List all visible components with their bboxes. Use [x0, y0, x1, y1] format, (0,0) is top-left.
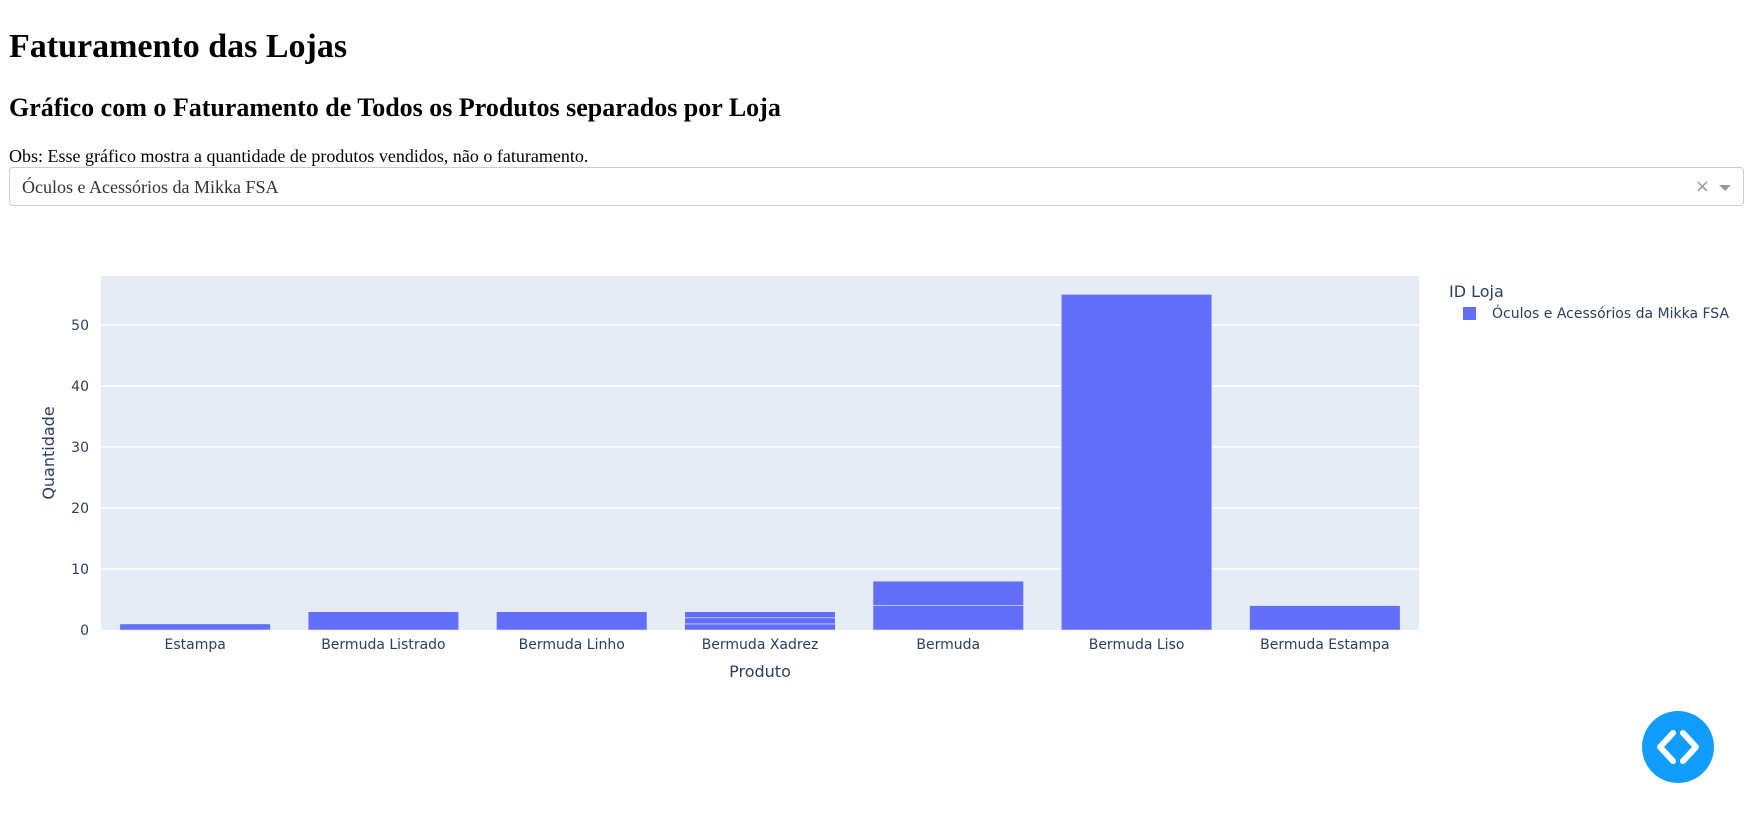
y-tick-label: 30: [71, 440, 89, 456]
legend-title: ID Loja: [1449, 282, 1504, 301]
chart-section-title: Gráfico com o Faturamento de Todos os Pr…: [9, 93, 781, 122]
x-tick-label: Bermuda Liso: [1089, 637, 1185, 653]
bar-chart: 0 10 20 30 40 50 Estampa Bermuda Listrado Bermu…: [39, 276, 1729, 681]
legend-items: Óculos e Acessórios da Mikka FSA: [1463, 304, 1729, 322]
bar[interactable]: [684, 617, 836, 625]
legend: ID Loja Óculos e Acessórios da Mikka FSA: [1449, 282, 1729, 322]
bars: [119, 294, 1401, 631]
x-tick-label: Bermuda Listrado: [321, 637, 445, 653]
bar[interactable]: [307, 611, 460, 631]
page-title: Faturamento das Lojas: [9, 28, 348, 65]
bar[interactable]: [684, 611, 836, 619]
y-tick-label: 50: [71, 318, 89, 334]
bar[interactable]: [1249, 605, 1401, 631]
x-axis-title: Produto: [729, 662, 791, 681]
close-icon[interactable]: ×: [1694, 176, 1710, 197]
x-tick-label: Estampa: [164, 637, 225, 653]
bar[interactable]: [496, 611, 648, 631]
bar[interactable]: [872, 580, 1024, 606]
x-tick-label: Bermuda: [916, 637, 980, 653]
legend-swatch[interactable]: [1463, 307, 1476, 320]
chart-note: Obs: Esse gráfico mostra a quantidade de…: [9, 146, 589, 166]
y-axis-title: Quantidade: [39, 406, 58, 499]
plot-area: [101, 276, 1419, 630]
y-tick-label: 20: [71, 501, 89, 517]
x-tick-label: Bermuda Xadrez: [702, 637, 819, 653]
bar[interactable]: [1060, 294, 1213, 631]
y-tick-label: 0: [80, 623, 89, 639]
legend-item-label[interactable]: Óculos e Acessórios da Mikka FSA: [1492, 304, 1729, 322]
x-tick-label: Bermuda Estampa: [1260, 637, 1389, 653]
store-select-dropdown[interactable]: Óculos e Acessórios da Mikka FSA ×: [9, 167, 1744, 206]
bar[interactable]: [119, 623, 271, 631]
x-axis-ticks: Estampa Bermuda Listrado Bermuda Linho Berm…: [164, 637, 1389, 653]
bar[interactable]: [872, 605, 1024, 631]
devtools-toggle-button[interactable]: [1642, 711, 1714, 783]
y-tick-label: 40: [71, 379, 89, 395]
store-select-value: Óculos e Acessórios da Mikka FSA: [22, 177, 279, 197]
x-tick-label: Bermuda Linho: [519, 637, 625, 653]
code-icon: [1657, 730, 1699, 764]
chevron-down-icon[interactable]: [1719, 185, 1731, 191]
bar[interactable]: [684, 623, 836, 631]
y-tick-label: 10: [71, 562, 89, 578]
y-axis-ticks: 0 10 20 30 40 50: [71, 318, 89, 639]
